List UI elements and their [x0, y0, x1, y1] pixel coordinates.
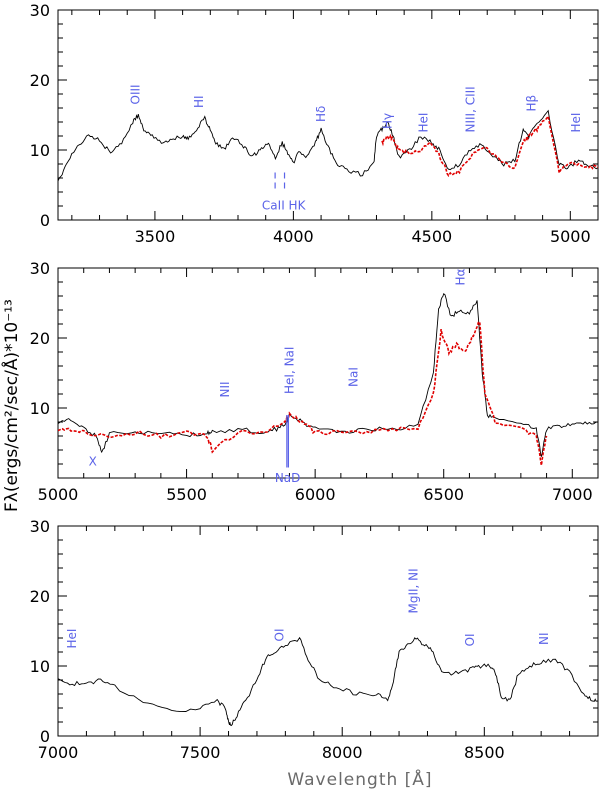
axes-frame [57, 9, 599, 221]
x-tick-label: 5000 [550, 227, 591, 246]
spectral-line-label: HeI [569, 113, 583, 133]
panel-top: 3500 4000 4500 5000 0 10 20 30 OIII HI Hδ Hγ HeI NIII… [30, 1, 599, 246]
y-axis-label: Fλ(ergs/cm²/sec/Å)*10⁻¹³ [0, 299, 22, 512]
x-tick-label: 7000 [552, 485, 593, 504]
spectral-line-label: Hα [453, 268, 467, 285]
x-axis-label: Wavelength [Å] [287, 768, 432, 790]
y-tick-label: 10 [30, 141, 50, 160]
y-tick-label: 30 [30, 517, 50, 536]
x-tick-label: 8500 [464, 743, 505, 762]
spectral-line-label: NaD [275, 471, 301, 485]
y-tick-label: 0 [40, 211, 50, 230]
spectral-line-label: NII [218, 381, 232, 397]
axes-frame [57, 267, 599, 479]
spectral-line-label: HeI [417, 113, 431, 133]
spectral-line-label: NI [537, 632, 551, 645]
panel-bottom: 7000 7500 8000 8500 0 10 20 30 HeI OI MgII, NI OI NI [30, 517, 599, 762]
spectral-line-label: NIII, CIII [464, 86, 478, 132]
series-line-black [58, 636, 598, 727]
y-tick-label: 30 [30, 259, 50, 278]
y-tick-label: 20 [30, 587, 50, 606]
x-tick-label: 8000 [322, 743, 363, 762]
y-tick-label: 30 [30, 1, 50, 20]
spectral-line-label: CaII HK [262, 199, 307, 213]
spectral-line-label: OIII [129, 84, 143, 104]
y-tick-label: 10 [30, 657, 50, 676]
panel-middle: 5000 5500 6000 6500 7000 10 20 30 NII HeI, NaI NaI… [30, 259, 599, 504]
spectral-line-label: HI [192, 95, 206, 108]
x-tick-label: 5000 [38, 485, 79, 504]
spectral-line-label: OI [463, 633, 477, 646]
spectral-line-label: Hβ [525, 95, 539, 112]
series-line-black [58, 293, 598, 457]
series-line-black [58, 109, 598, 182]
spectral-line-label: X [89, 454, 97, 468]
spectral-line-label: HeI, NaI [282, 347, 296, 394]
series-line-red [58, 320, 548, 466]
x-tick-label: 7000 [38, 743, 79, 762]
spectral-line-label: Hδ [314, 106, 328, 122]
x-tick-label: 5500 [166, 485, 207, 504]
x-tick-label: 6500 [423, 485, 464, 504]
spectral-line-label: HeI [65, 629, 79, 649]
axes-frame [57, 525, 599, 737]
x-tick-label: 4500 [411, 227, 452, 246]
x-tick-label: 6000 [295, 485, 336, 504]
x-tick-label: 3500 [135, 227, 176, 246]
spectral-line-label: Hγ [381, 113, 395, 129]
spectral-line-label: NaI [347, 367, 361, 387]
series-line-red [381, 114, 598, 178]
y-tick-label: 10 [30, 399, 50, 418]
y-tick-label: 0 [40, 727, 50, 746]
spectral-line-label: MgII, NI [406, 568, 420, 613]
spectral-line-label: OI [273, 629, 287, 642]
y-tick-label: 20 [30, 329, 50, 348]
x-tick-label: 7500 [180, 743, 221, 762]
x-tick-label: 4000 [273, 227, 314, 246]
y-tick-label: 20 [30, 71, 50, 90]
